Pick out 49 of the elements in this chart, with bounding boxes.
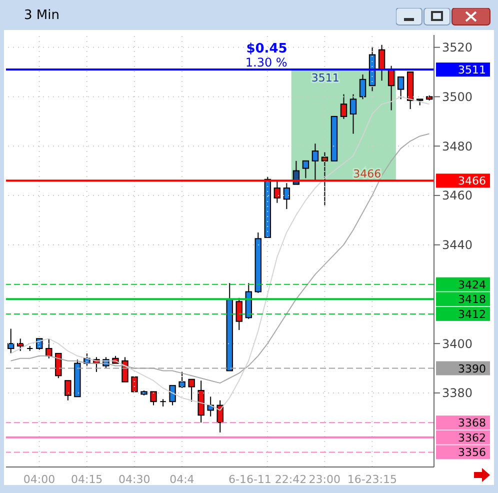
y-tick-label: 3500 <box>442 90 473 104</box>
y-tick-label: 3480 <box>442 139 473 154</box>
ref-line-label: 3356 <box>458 446 486 460</box>
candlestick <box>46 338 52 359</box>
candlestick <box>8 328 14 354</box>
ref-line-label: 3466 <box>458 174 486 188</box>
chart-title: 3 Min <box>24 8 60 22</box>
candlestick <box>359 74 366 100</box>
annotation: 3511 <box>311 72 340 85</box>
y-tick-label: 3440 <box>442 238 473 252</box>
x-tick-label: 04:00 <box>23 472 56 486</box>
candlestick <box>274 180 281 204</box>
candlestick <box>150 391 157 406</box>
ref-line-label: 3424 <box>458 278 486 292</box>
ref-line-label: 3368 <box>458 416 486 430</box>
candlestick <box>321 152 328 206</box>
ref-line-label: 3418 <box>458 293 486 306</box>
candlestick <box>350 94 357 134</box>
line-series <box>10 133 430 384</box>
candlestick <box>397 76 404 100</box>
candlestick <box>312 143 319 182</box>
annotation: 1.30 % <box>245 56 288 70</box>
x-tick-label: 16-23:15 <box>347 472 398 486</box>
x-tick-label: 6-16-11 22:42 <box>228 472 307 486</box>
ref-line-label: 3390 <box>458 362 486 376</box>
y-tick-label: 3520 <box>442 40 473 55</box>
candlestick <box>216 400 224 433</box>
annotation: $0.45 <box>246 42 288 57</box>
candlestick <box>17 338 24 352</box>
candlestick <box>178 371 186 389</box>
candlestick <box>55 352 62 379</box>
y-tick-label: 3460 <box>442 188 473 203</box>
candlestick <box>169 385 176 406</box>
candlestick <box>340 94 348 120</box>
ref-line-label: 3412 <box>458 308 486 321</box>
x-tick-label: 04:15 <box>70 472 103 486</box>
annotation: 3466 <box>353 168 382 181</box>
y-tick-label: 3380 <box>442 386 473 400</box>
x-tick-label: 04:4 <box>170 472 194 486</box>
ref-line-label: 3362 <box>458 431 486 444</box>
x-tick-label: 04:30 <box>118 472 150 486</box>
candlestick <box>236 297 242 330</box>
ref-line-label: 3511 <box>458 64 486 77</box>
candlestick <box>188 378 195 402</box>
x-tick-label: 23:00 <box>308 472 340 486</box>
y-tick-label: 3400 <box>442 336 473 351</box>
candlestick <box>283 182 290 210</box>
candlestick <box>64 380 72 401</box>
candlestick <box>302 160 310 179</box>
